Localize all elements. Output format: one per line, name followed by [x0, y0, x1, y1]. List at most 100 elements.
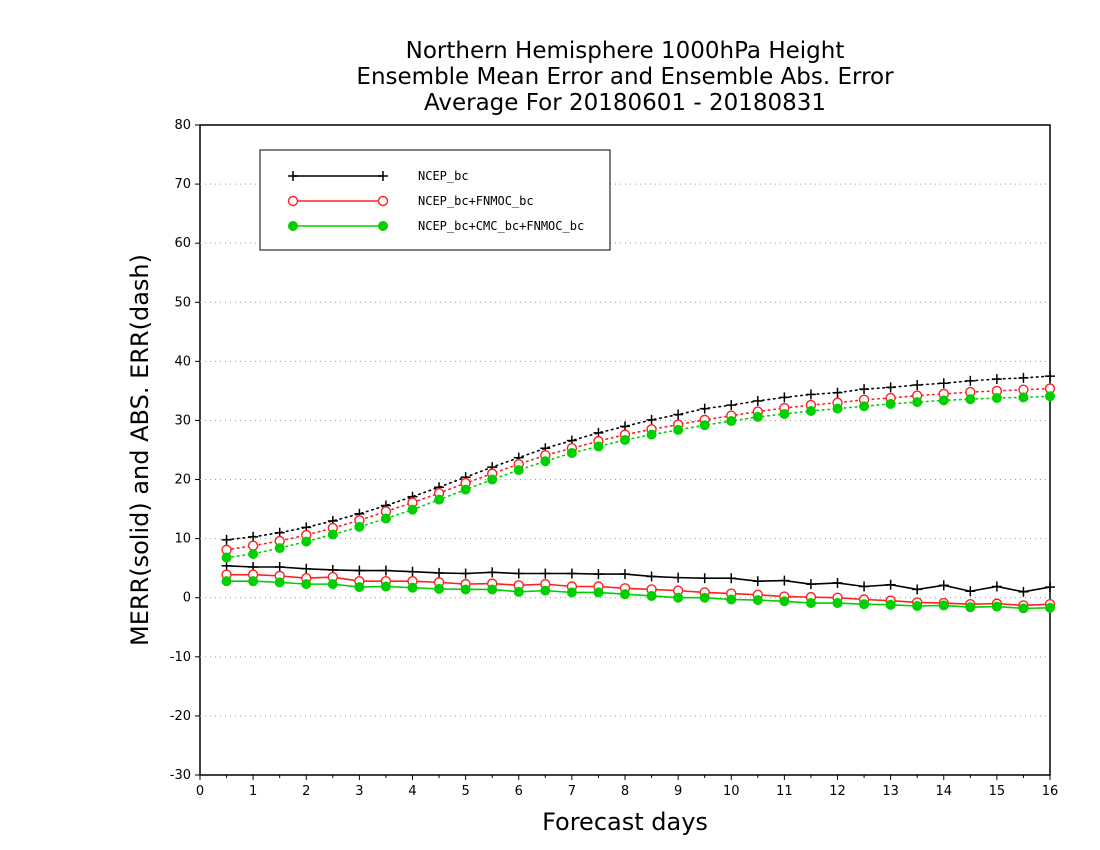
- data-point: [699, 420, 710, 431]
- data-point: [912, 380, 923, 390]
- data-point: [221, 576, 232, 587]
- data-point: [221, 552, 232, 563]
- x-tick-label: 3: [355, 784, 363, 799]
- data-point: [1045, 602, 1055, 613]
- data-point: [938, 395, 949, 406]
- data-point: [965, 394, 976, 405]
- data-point: [991, 601, 1002, 612]
- data-point: [566, 447, 577, 458]
- data-point: [1045, 391, 1055, 402]
- data-point: [912, 601, 923, 611]
- data-point: [301, 536, 312, 547]
- series-ncep-bc: [221, 371, 1055, 597]
- x-tick-label: 12: [829, 784, 846, 799]
- data-point: [248, 549, 259, 559]
- data-point: [752, 395, 763, 406]
- x-tick-label: 2: [302, 784, 310, 799]
- data-point: [487, 584, 498, 595]
- y-tick-label: 0: [183, 591, 191, 606]
- y-tick-label: -30: [170, 768, 191, 783]
- y-tick-label: 50: [174, 295, 191, 310]
- data-point: [434, 567, 445, 578]
- data-point: [620, 434, 630, 445]
- data-point: [274, 543, 285, 554]
- data-point: [646, 414, 657, 425]
- x-tick-label: 7: [568, 784, 576, 799]
- data-point: [938, 378, 949, 389]
- data-point: [859, 384, 870, 395]
- x-tick-label: 15: [989, 784, 1006, 799]
- x-tick-label: 8: [621, 784, 629, 799]
- legend-box: [259, 149, 611, 251]
- data-point: [274, 562, 285, 572]
- data-point: [301, 579, 312, 590]
- data-point: [912, 584, 923, 595]
- data-point: [354, 565, 365, 576]
- y-tick-label: 60: [174, 236, 191, 251]
- y-tick-label: 20: [174, 473, 191, 488]
- data-point: [726, 416, 737, 427]
- data-point: [859, 401, 870, 412]
- data-point: [912, 397, 923, 408]
- x-tick-label: 1: [249, 784, 257, 799]
- data-point: [805, 579, 816, 590]
- data-point: [991, 374, 1002, 385]
- data-point: [752, 576, 763, 587]
- data-point: [779, 392, 790, 403]
- y-tick-label: -20: [170, 709, 191, 724]
- data-point: [620, 589, 630, 600]
- data-point: [593, 569, 604, 580]
- merr-line: [226, 580, 1051, 610]
- merr-line: [226, 573, 1051, 607]
- y-tick-label: 40: [174, 354, 191, 369]
- data-point: [354, 521, 365, 532]
- data-point: [434, 494, 445, 505]
- data-point: [779, 596, 790, 607]
- data-point: [805, 389, 816, 400]
- x-tick-label: 4: [408, 784, 416, 799]
- legend-entry: NCEP_bc+FNMOC_bc: [287, 194, 534, 208]
- x-tick-label: 0: [196, 784, 204, 799]
- data-point: [487, 567, 498, 578]
- data-point: [247, 540, 259, 551]
- data-point: [378, 171, 388, 181]
- x-tick-label: 9: [674, 784, 682, 799]
- data-point: [991, 581, 1002, 592]
- data-point: [1045, 582, 1055, 593]
- data-point: [859, 581, 870, 592]
- y-tick-label: 70: [174, 177, 191, 192]
- data-point: [673, 592, 684, 603]
- data-point: [434, 583, 445, 594]
- legend: NCEP_bc NCEP_bc+FNMOC_bc NCEP_bc+CMC_bc+FN…: [259, 149, 611, 251]
- data-point: [726, 400, 737, 411]
- data-point: [938, 600, 949, 611]
- data-point: [805, 598, 816, 609]
- data-point: [673, 572, 684, 583]
- data-point: [513, 586, 524, 597]
- series-ncep-bc-cmc-bc-fnmoc-bc: [221, 391, 1055, 614]
- legend-entry: NCEP_bc+CMC_bc+FNMOC_bc: [288, 219, 584, 233]
- data-point: [566, 568, 577, 579]
- data-point: [248, 531, 259, 542]
- data-point: [1045, 371, 1055, 382]
- data-point: [460, 484, 471, 495]
- abserr-line: [225, 395, 1051, 559]
- y-tick-label: 80: [174, 118, 191, 133]
- data-point: [832, 387, 843, 398]
- data-point: [726, 594, 737, 605]
- data-point: [1018, 392, 1029, 403]
- data-point: [673, 424, 684, 435]
- data-point: [832, 403, 843, 414]
- legend-entry: NCEP_bc: [288, 169, 469, 183]
- data-point: [779, 575, 790, 586]
- data-point: [1018, 372, 1029, 383]
- y-axis-label: MERR(solid) and ABS. ERR(dash): [126, 254, 154, 646]
- data-point: [407, 582, 418, 593]
- chart-title-line-3: Average For 20180601 - 20180831: [423, 90, 827, 116]
- data-point: [377, 195, 389, 207]
- legend-label: NCEP_bc+FNMOC_bc: [418, 194, 534, 208]
- x-tick-label: 6: [515, 784, 523, 799]
- x-tick-label: 10: [723, 784, 740, 799]
- data-point: [646, 571, 657, 582]
